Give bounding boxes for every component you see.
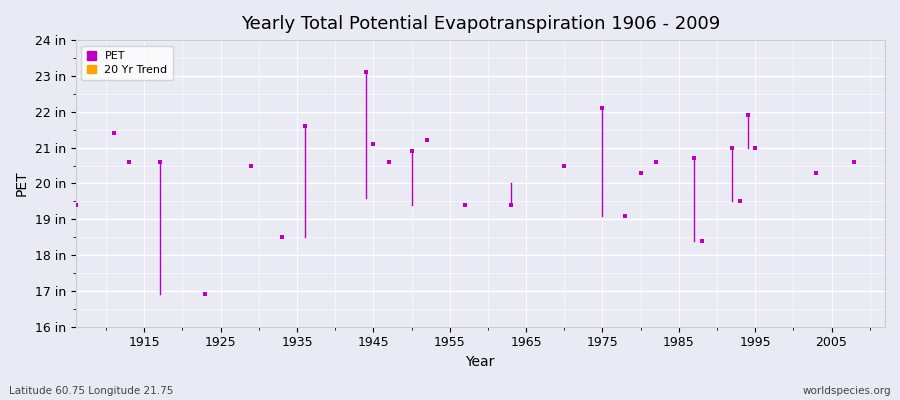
Point bbox=[595, 105, 609, 111]
Point bbox=[809, 170, 824, 176]
Point bbox=[366, 141, 381, 147]
Point bbox=[358, 69, 373, 76]
Point bbox=[649, 159, 663, 165]
Text: worldspecies.org: worldspecies.org bbox=[803, 386, 891, 396]
Point bbox=[68, 202, 83, 208]
Point bbox=[419, 137, 434, 144]
Text: Latitude 60.75 Longitude 21.75: Latitude 60.75 Longitude 21.75 bbox=[9, 386, 174, 396]
Point bbox=[557, 162, 572, 169]
X-axis label: Year: Year bbox=[465, 355, 495, 369]
Title: Yearly Total Potential Evapotranspiration 1906 - 2009: Yearly Total Potential Evapotranspiratio… bbox=[240, 15, 720, 33]
Point bbox=[274, 234, 289, 240]
Point bbox=[106, 130, 121, 136]
Point bbox=[634, 170, 648, 176]
Point bbox=[198, 291, 212, 298]
Point bbox=[244, 162, 258, 169]
Point bbox=[725, 144, 740, 151]
Point bbox=[733, 198, 747, 204]
Point bbox=[748, 144, 762, 151]
Point bbox=[404, 148, 419, 154]
Point bbox=[382, 159, 396, 165]
Y-axis label: PET: PET bbox=[15, 171, 29, 196]
Point bbox=[847, 159, 861, 165]
Point bbox=[687, 155, 701, 162]
Point bbox=[741, 112, 755, 118]
Point bbox=[297, 123, 311, 129]
Point bbox=[618, 212, 633, 219]
Point bbox=[695, 238, 709, 244]
Legend: PET, 20 Yr Trend: PET, 20 Yr Trend bbox=[81, 46, 173, 80]
Point bbox=[152, 159, 166, 165]
Point bbox=[122, 159, 136, 165]
Point bbox=[458, 202, 473, 208]
Point bbox=[504, 202, 518, 208]
